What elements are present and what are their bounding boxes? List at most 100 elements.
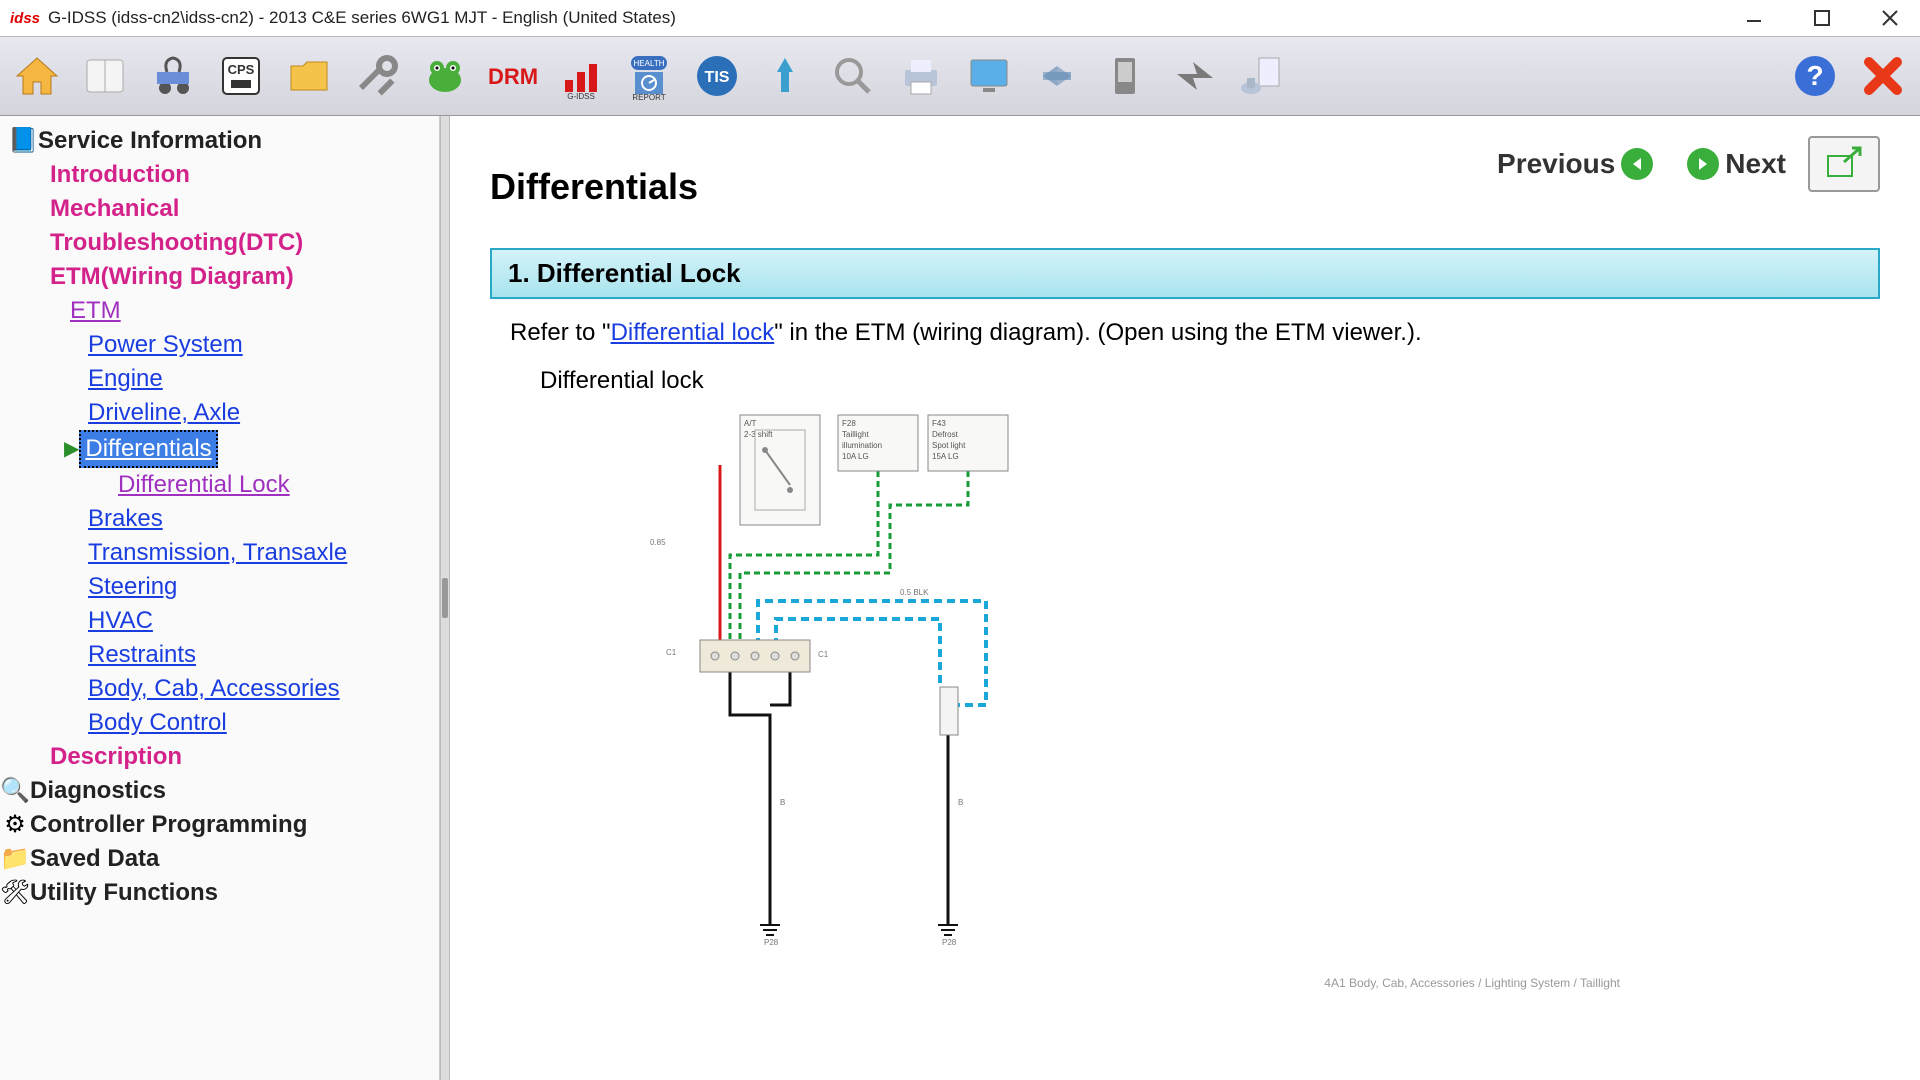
expand-arrow-icon: ▶ xyxy=(64,432,79,466)
print-icon[interactable] xyxy=(890,45,952,107)
tree-item-steering[interactable]: Steering xyxy=(0,570,439,604)
tree-item-etm-wiring[interactable]: ETM(Wiring Diagram) xyxy=(0,260,439,294)
tree-item-engine[interactable]: Engine xyxy=(0,362,439,396)
tree-item-body-control[interactable]: Body Control xyxy=(0,706,439,740)
tree-item-etm[interactable]: ETM xyxy=(0,294,439,328)
svg-text:REPORT: REPORT xyxy=(632,93,665,100)
tools-icon[interactable] xyxy=(346,45,408,107)
saved-folder-icon: 📁 xyxy=(4,842,26,876)
content-pane: Previous Next Differentials 1. Different… xyxy=(450,116,1920,1080)
svg-text:HEALTH: HEALTH xyxy=(634,59,665,68)
tree-item-description[interactable]: Description xyxy=(0,740,439,774)
splitter[interactable] xyxy=(440,116,450,1080)
previous-label: Previous xyxy=(1497,148,1615,180)
svg-text:G-IDSS: G-IDSS xyxy=(567,92,595,100)
svg-text:Taillight: Taillight xyxy=(842,430,869,439)
splitter-handle-icon xyxy=(442,578,448,618)
folder-icon[interactable] xyxy=(278,45,340,107)
home-icon[interactable] xyxy=(6,45,68,107)
next-label: Next xyxy=(1725,148,1786,180)
wiring-diagram: A/T2-3 shiftF28Taillightillumination10A … xyxy=(590,405,1880,970)
utility-icon: 🛠 xyxy=(4,876,26,910)
tree-item-body-cab[interactable]: Body, Cab, Accessories xyxy=(0,672,439,706)
tree-item-utility[interactable]: 🛠Utility Functions xyxy=(0,876,439,910)
svg-text:DRM: DRM xyxy=(488,64,538,89)
previous-button[interactable]: Previous xyxy=(1485,142,1665,186)
book-icon[interactable] xyxy=(74,45,136,107)
flash-icon[interactable] xyxy=(1162,45,1224,107)
maximize-button[interactable] xyxy=(1802,3,1842,33)
tree-item-transmission[interactable]: Transmission, Transaxle xyxy=(0,536,439,570)
svg-text:Spot light: Spot light xyxy=(932,441,966,450)
figure-title: Differential lock xyxy=(540,367,1880,395)
main-toolbar: CPS DRM G-IDSS HEALTH REPORT TIS ? xyxy=(0,36,1920,116)
tree-item-restraints[interactable]: Restraints xyxy=(0,638,439,672)
tree-item-hvac[interactable]: HVAC xyxy=(0,604,439,638)
search-icon[interactable] xyxy=(822,45,884,107)
svg-text:CPS: CPS xyxy=(228,62,255,77)
device-icon[interactable] xyxy=(1094,45,1156,107)
tree-item-power-system[interactable]: Power System xyxy=(0,328,439,362)
cps-icon[interactable]: CPS xyxy=(210,45,272,107)
body-text: Refer to "Differential lock" in the ETM … xyxy=(510,319,1860,347)
diagram-footnote: 4A1 Body, Cab, Accessories / Lighting Sy… xyxy=(490,976,1620,990)
tree-item-saved-data[interactable]: 📁Saved Data xyxy=(0,842,439,876)
tree-item-mechanical[interactable]: Mechanical xyxy=(0,192,439,226)
screen-icon[interactable] xyxy=(958,45,1020,107)
section-header: 1. Differential Lock xyxy=(490,248,1880,299)
svg-text:A/T: A/T xyxy=(744,419,757,428)
svg-text:illumination: illumination xyxy=(842,441,882,450)
window-title: G-IDSS (idss-cn2\idss-cn2) - 2013 C&E se… xyxy=(48,8,1734,28)
differential-lock-link[interactable]: Differential lock xyxy=(611,319,775,346)
tree-item-differentials[interactable]: ▶ Differentials xyxy=(0,430,439,468)
health-report-icon[interactable]: HEALTH REPORT xyxy=(618,45,680,107)
diag-icon: 🔍 xyxy=(4,774,26,808)
tree-item-diagnostics[interactable]: 🔍Diagnostics xyxy=(0,774,439,808)
network-device-icon[interactable] xyxy=(1230,45,1292,107)
tree-selected-label: Differentials xyxy=(79,430,217,468)
title-bar: idss G-IDSS (idss-cn2\idss-cn2) - 2013 C… xyxy=(0,0,1920,36)
svg-text:C1: C1 xyxy=(818,650,829,659)
open-external-button[interactable] xyxy=(1808,136,1880,192)
close-button[interactable] xyxy=(1870,3,1910,33)
chart-icon[interactable]: G-IDSS xyxy=(550,45,612,107)
svg-text:10A LG: 10A LG xyxy=(842,452,869,461)
svg-text:P28: P28 xyxy=(764,938,779,947)
tree-item-brakes[interactable]: Brakes xyxy=(0,502,439,536)
minimize-button[interactable] xyxy=(1734,3,1774,33)
svg-text:?: ? xyxy=(1806,60,1823,91)
svg-text:F43: F43 xyxy=(932,419,946,428)
diagnostics-icon[interactable] xyxy=(142,45,204,107)
close-app-icon[interactable] xyxy=(1852,45,1914,107)
previous-arrow-icon xyxy=(1621,148,1653,180)
drm-icon[interactable]: DRM xyxy=(482,45,544,107)
frog-icon[interactable] xyxy=(414,45,476,107)
svg-text:B: B xyxy=(958,798,963,807)
svg-text:F28: F28 xyxy=(842,419,856,428)
tree-root-label: Service Information xyxy=(38,124,262,158)
book-stack-icon: 📘 xyxy=(12,124,34,158)
sync-icon[interactable] xyxy=(1026,45,1088,107)
svg-text:15A LG: 15A LG xyxy=(932,452,959,461)
svg-text:C1: C1 xyxy=(666,648,677,657)
tree-item-introduction[interactable]: Introduction xyxy=(0,158,439,192)
tree-item-driveline[interactable]: Driveline, Axle xyxy=(0,396,439,430)
svg-text:0.5 BLK: 0.5 BLK xyxy=(900,588,929,597)
pin-icon[interactable] xyxy=(754,45,816,107)
svg-text:TIS: TIS xyxy=(705,69,730,86)
svg-text:Defrost: Defrost xyxy=(932,430,959,439)
tis-icon[interactable]: TIS xyxy=(686,45,748,107)
help-icon[interactable]: ? xyxy=(1784,45,1846,107)
tree-root[interactable]: 📘 Service Information xyxy=(0,124,439,158)
svg-text:P28: P28 xyxy=(942,938,957,947)
controller-icon: ⚙ xyxy=(4,808,26,842)
svg-text:0.85: 0.85 xyxy=(650,538,666,547)
next-button[interactable]: Next xyxy=(1675,142,1798,186)
tree-item-differential-lock[interactable]: Differential Lock xyxy=(0,468,439,502)
navigation-tree: 📘 Service Information Introduction Mecha… xyxy=(0,116,440,1080)
next-arrow-icon xyxy=(1687,148,1719,180)
svg-text:B: B xyxy=(780,798,785,807)
app-icon: idss xyxy=(10,10,40,27)
tree-item-troubleshooting[interactable]: Troubleshooting(DTC) xyxy=(0,226,439,260)
tree-item-controller-programming[interactable]: ⚙Controller Programming xyxy=(0,808,439,842)
